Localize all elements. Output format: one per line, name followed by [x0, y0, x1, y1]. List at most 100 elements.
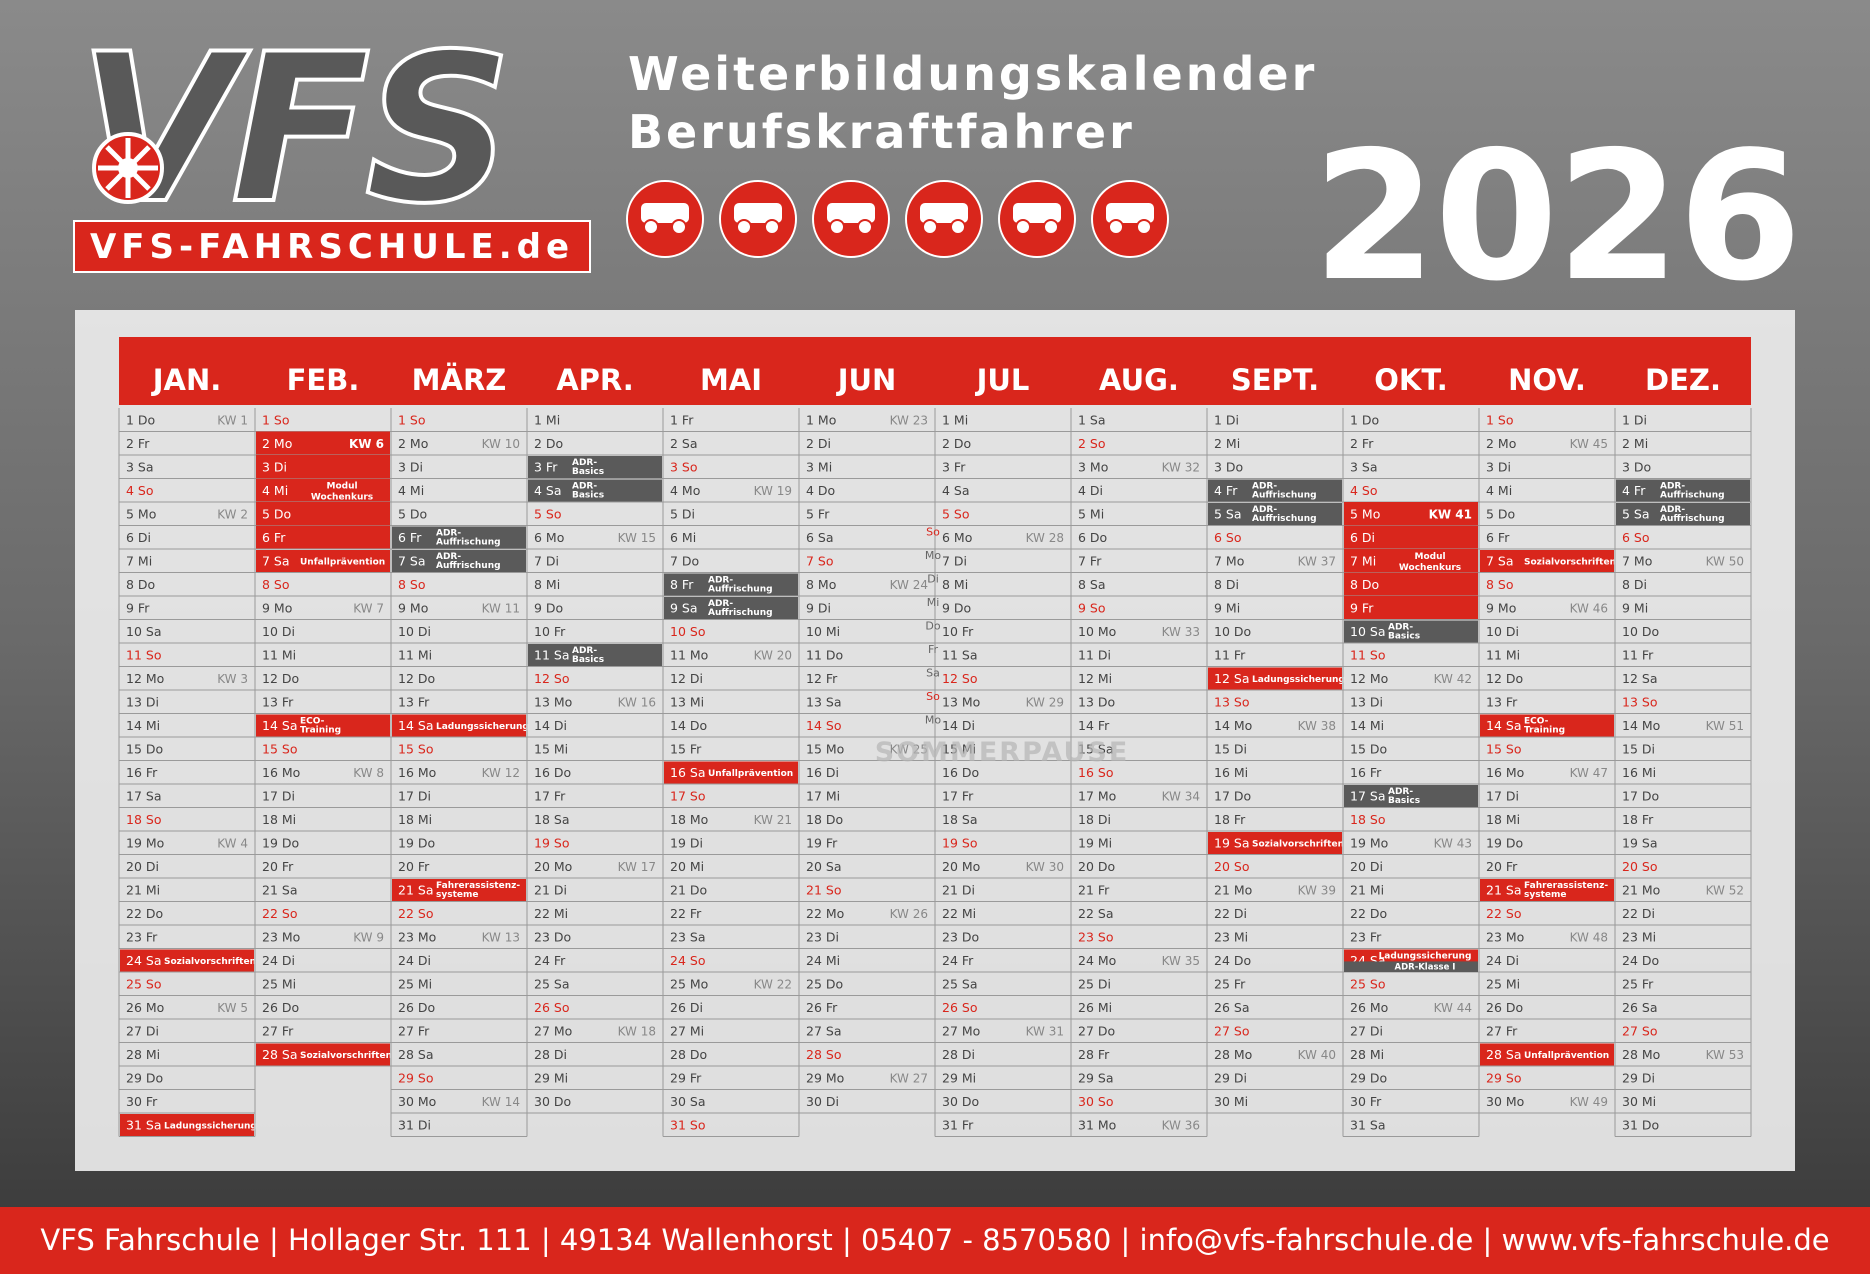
day-label: 20 Fr [398, 859, 430, 874]
day-label: 7 Mi [126, 554, 152, 569]
day-label: 21 Mo [1622, 883, 1660, 898]
day-label: 24 Fr [534, 953, 566, 968]
day-label: 6 So [1622, 530, 1650, 545]
day-label: 8 So [398, 577, 426, 592]
kw-label: KW 13 [482, 931, 520, 945]
day-label: 21 Di [534, 883, 567, 898]
kw-label: KW 16 [618, 696, 656, 710]
kw-label: KW 33 [1162, 625, 1200, 639]
day-label: 28 Fr [1078, 1047, 1110, 1062]
day-label: 5 Fr [806, 507, 830, 522]
day-label: 10 Do [1214, 624, 1251, 639]
day-label: 14 Mi [1350, 718, 1384, 733]
day-label: 19 So [942, 836, 977, 851]
day-label: 16 Do [534, 765, 571, 780]
event-cell [528, 644, 662, 667]
day-label: 26 Mi [1078, 1000, 1112, 1015]
day-label: 30 Do [942, 1094, 979, 1109]
day-label: 1 Do [1350, 413, 1379, 428]
month-name: MAI [700, 363, 762, 397]
day-label: 24 So [670, 953, 705, 968]
day-label: 21 Mo [1214, 883, 1252, 898]
day-label: 14 Mo [1622, 718, 1660, 733]
day-label: 7 Di [942, 554, 967, 569]
day-label: 18 Do [806, 812, 843, 827]
day-label: 2 Mo [262, 436, 292, 451]
block-label: Modul Wochenkurs [311, 481, 373, 502]
day-label: 9 Mi [1622, 601, 1648, 616]
day-label: 21 So [806, 883, 841, 898]
event-cell [664, 597, 798, 620]
day-label: 23 Mo [398, 930, 436, 945]
event-label: Fahrerassistenz-systeme [436, 881, 520, 900]
event-label: Sozialvorschriften [164, 957, 256, 967]
day-label: 30 Fr [1350, 1094, 1382, 1109]
day-label: 16 Do [942, 765, 979, 780]
event-label-2: ADR-Klasse I [1395, 963, 1456, 973]
month-name: APR. [556, 363, 634, 397]
day-label: 14 Fr [1078, 718, 1110, 733]
day-label: 25 Mi [1486, 977, 1520, 992]
day-label: 13 Di [1350, 695, 1383, 710]
month-name: FEB. [287, 363, 360, 397]
day-label: 20 Fr [262, 859, 294, 874]
day-label: 25 Mi [262, 977, 296, 992]
day-label: 15 So [398, 742, 433, 757]
day-label: 6 Sa [806, 530, 834, 545]
day-label: 31 Mo [1078, 1118, 1116, 1133]
day-label: 9 Sa [670, 601, 698, 616]
day-label: 24 Do [1214, 953, 1251, 968]
event-cell [256, 550, 390, 573]
day-label: 25 Sa [942, 977, 977, 992]
day-label: 22 Di [1622, 906, 1655, 921]
day-label: 5 Di [670, 507, 695, 522]
day-label: 23 Fr [1350, 930, 1382, 945]
kw-label: KW 7 [353, 602, 384, 616]
day-label: 7 Fr [1078, 554, 1102, 569]
day-label: 22 Di [1214, 906, 1247, 921]
day-label: 17 Mi [806, 789, 840, 804]
day-label: 19 Do [262, 836, 299, 851]
day-label: 7 Mo [1622, 554, 1652, 569]
day-label: 5 Mi [1078, 507, 1104, 522]
day-label: 2 Mo [1486, 436, 1516, 451]
day-label: 26 Do [1486, 1000, 1523, 1015]
day-label: 31 Fr [942, 1118, 974, 1133]
kw-label: KW 47 [1570, 766, 1608, 780]
day-label: 31 Sa [126, 1118, 161, 1133]
day-label: 30 Sa [670, 1094, 705, 1109]
day-label: 18 Mi [1486, 812, 1520, 827]
icon-body [734, 203, 782, 223]
day-label: 27 Do [1078, 1024, 1115, 1039]
day-label: 16 Mo [398, 765, 436, 780]
kw-label: KW 49 [1570, 1095, 1608, 1109]
day-label: 20 Di [1350, 859, 1383, 874]
day-label: 10 Fr [942, 624, 974, 639]
day-label: 15 Mi [942, 742, 976, 757]
day-label: 13 Mi [670, 695, 704, 710]
day-label: 28 Di [942, 1047, 975, 1062]
sommer-side-day: Mi [927, 596, 940, 609]
day-label: 20 Mo [534, 859, 572, 874]
day-label: 27 Mo [534, 1024, 572, 1039]
kw-label: KW 9 [353, 931, 384, 945]
day-label: 26 Mo [126, 1000, 164, 1015]
kw-label: KW 51 [1706, 719, 1744, 733]
day-label: 6 Do [1078, 530, 1107, 545]
logo-url-box [73, 220, 591, 273]
event-label: ADR-Basics [572, 482, 604, 501]
day-label: 8 Do [126, 577, 155, 592]
day-label: 10 Di [398, 624, 431, 639]
day-label: 28 Mi [1350, 1047, 1384, 1062]
day-label: 7 Sa [262, 554, 290, 569]
day-label: 15 Fr [670, 742, 702, 757]
vehicle-icons [626, 180, 1169, 258]
kw-label: KW 15 [618, 531, 656, 545]
day-label: 1 Mo [806, 413, 836, 428]
day-label: 23 Sa [670, 930, 705, 945]
icon-wheel [643, 219, 659, 235]
kw-label: KW 10 [482, 437, 520, 451]
day-label: 20 Sa [806, 859, 841, 874]
day-label: 24 Mi [806, 953, 840, 968]
day-label: 10 So [670, 624, 705, 639]
